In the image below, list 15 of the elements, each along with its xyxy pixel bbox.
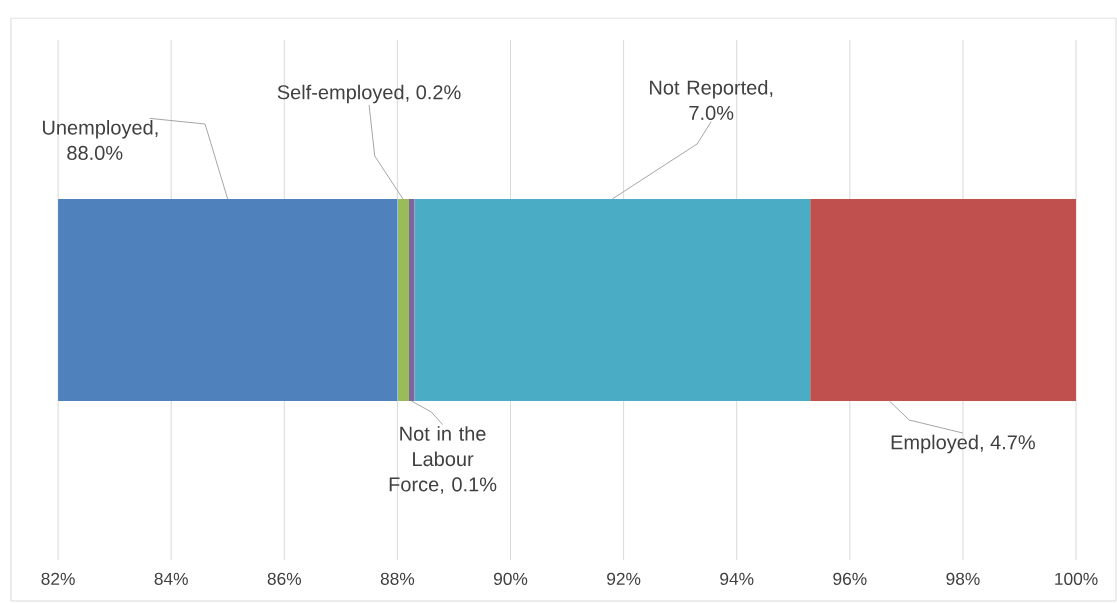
data-label: Not Reported, 7.0% [650, 79, 773, 120]
data-label: Employed, 4.7% [891, 434, 1035, 454]
x-tick-label: 94% [720, 572, 754, 585]
x-tick-label: 88% [380, 572, 415, 585]
data-label: Unemployed, 88.0% [42, 119, 158, 160]
x-tick-label: 92% [607, 572, 641, 585]
x-tick-label: 98% [946, 572, 980, 585]
x-tick-label: 86% [267, 572, 302, 585]
x-tick-label: 84% [154, 572, 188, 585]
x-tick-label: 96% [833, 572, 867, 585]
x-tick-label: 100% [1055, 572, 1098, 585]
x-tick-label: 82% [41, 572, 75, 585]
x-tick-label: 90% [493, 572, 528, 585]
data-label: Not in the Labour Force, 0.1% [389, 426, 497, 494]
data-label: Self-employed, 0.2% [277, 84, 461, 104]
